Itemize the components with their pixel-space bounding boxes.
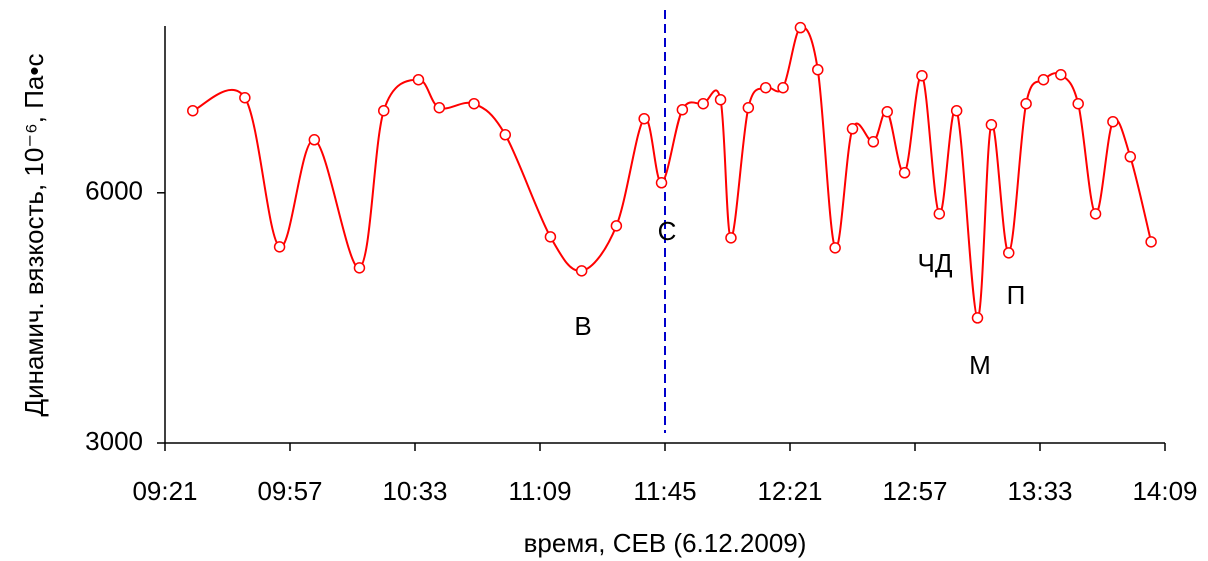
annotation: В (574, 311, 591, 341)
data-point (433, 101, 446, 114)
data-point (412, 73, 425, 86)
data-point (575, 265, 588, 277)
data-point (1072, 97, 1084, 110)
data-point (714, 93, 727, 106)
data-point (239, 91, 251, 104)
data-point (378, 104, 390, 117)
data-point (742, 101, 755, 114)
data-point (829, 242, 841, 254)
data-point (610, 220, 623, 232)
data-point (676, 103, 689, 116)
data-point (655, 177, 668, 189)
data-point (1107, 115, 1119, 128)
data-point (846, 122, 859, 135)
x-tick-label: 12:57 (882, 476, 947, 506)
data-point (794, 21, 807, 34)
data-point (1020, 97, 1032, 110)
data-point (187, 104, 199, 117)
data-point (867, 136, 880, 148)
data-point (898, 167, 911, 179)
x-tick-label: 11:09 (508, 476, 571, 506)
data-point (697, 97, 709, 110)
data-line (192, 26, 1153, 319)
x-tick-label: 12:21 (757, 476, 822, 506)
data-point (971, 312, 984, 324)
x-axis-label: время, СЕВ (6.12.2009) (524, 528, 807, 558)
annotation: М (969, 350, 991, 380)
x-tick-label: 11:45 (633, 476, 696, 506)
y-tick-label: 6000 (85, 176, 143, 206)
annotation: С (658, 216, 677, 246)
data-point (916, 69, 928, 82)
data-point (1089, 208, 1102, 220)
data-point (1055, 68, 1067, 81)
annotation: П (1007, 280, 1026, 310)
data-point (499, 129, 512, 141)
x-tick-label: 13:33 (1007, 476, 1072, 506)
y-tick-label: 3000 (85, 426, 143, 456)
data-point (544, 231, 557, 243)
data-point (985, 118, 998, 131)
data-point (308, 134, 321, 146)
data-point (1145, 236, 1157, 248)
x-tick-label: 09:57 (257, 476, 322, 506)
y-axis-label: Динамич. вязкость, 10⁻⁶, Па•с (19, 54, 49, 417)
data-point (725, 232, 737, 244)
x-tick-label: 14:09 (1132, 476, 1197, 506)
data-point (950, 104, 963, 117)
data-point (777, 81, 789, 94)
data-point (759, 81, 772, 94)
data-point (881, 105, 893, 118)
data-point (638, 112, 650, 125)
annotation: ЧД (918, 248, 953, 278)
data-point (1003, 247, 1015, 259)
x-tick-label: 09:21 (132, 476, 197, 506)
data-point (468, 97, 480, 110)
data-point (812, 63, 824, 76)
data-point (353, 262, 366, 274)
data-point (1124, 151, 1137, 163)
data-point (273, 241, 286, 253)
data-point (1037, 73, 1050, 86)
x-tick-label: 10:33 (382, 476, 447, 506)
data-point (933, 208, 946, 220)
